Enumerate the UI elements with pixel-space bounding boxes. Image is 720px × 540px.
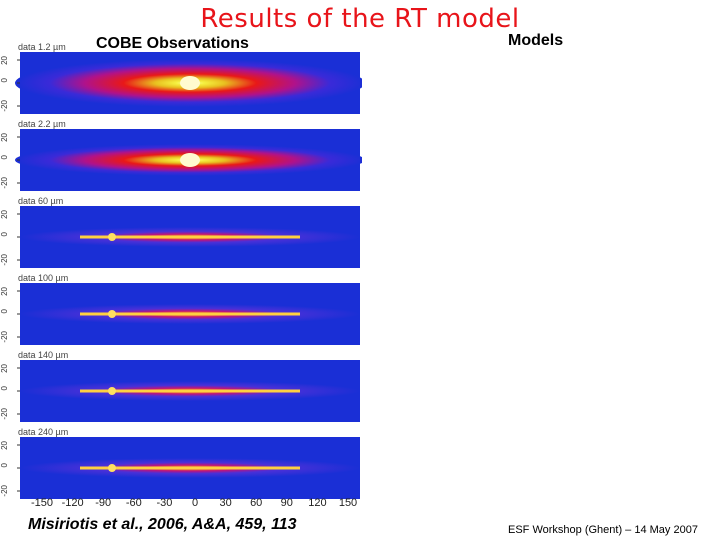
x-tick-label: -150	[30, 497, 54, 509]
panel-label: data 60 µm	[16, 196, 66, 206]
x-tick-label: 0	[191, 497, 199, 509]
longitude-axis: -150 -120 -90 -60 -30 0 30 60 90 120 150	[30, 497, 360, 511]
panel-label: data 100 µm	[16, 273, 71, 283]
x-tick-label: -120	[61, 497, 84, 509]
sky-map-panel: data 2.2 µm 20 0 -20	[0, 119, 362, 196]
sky-map-image	[17, 360, 360, 422]
x-tick-label: 120	[308, 497, 327, 509]
galactic-bulge	[180, 153, 200, 167]
y-tick-label: 20	[0, 364, 9, 373]
y-tick-label: 0	[0, 232, 9, 237]
sky-map-panel: data 60 µm 20 0 -20	[0, 196, 362, 273]
panel-label: data 140 µm	[16, 350, 71, 360]
y-tick-label: -20	[0, 331, 9, 343]
y-tick-label: 0	[0, 463, 9, 468]
sky-map-image	[15, 52, 362, 114]
bright-region	[108, 464, 116, 472]
y-tick-label: 20	[0, 210, 9, 219]
sky-map-panel: data 100 µm 20 0 -20	[0, 273, 362, 350]
x-tick-label: -90	[95, 497, 112, 509]
bright-region	[108, 310, 116, 318]
y-tick-label: 0	[0, 386, 9, 391]
models-heading: Models	[508, 32, 564, 49]
panel-label: data 2.2 µm	[16, 119, 68, 129]
x-tick-label: 90	[280, 497, 293, 509]
sky-map-image	[15, 129, 362, 191]
sky-map-panel: data 240 µm 20 0 -20	[0, 427, 362, 504]
galactic-plane-ridge	[80, 235, 300, 239]
y-tick-label: 20	[0, 287, 9, 296]
y-tick-label: 0	[0, 155, 9, 160]
sky-map-panel: data 1.2 µm 20 0 -20	[0, 42, 362, 119]
y-tick-label: 0	[0, 78, 9, 83]
y-tick-label: -20	[0, 408, 9, 420]
galactic-plane-ridge	[80, 312, 300, 316]
galactic-plane-ridge	[80, 389, 300, 393]
x-tick-label: 60	[250, 497, 263, 509]
bright-region	[108, 387, 116, 395]
bright-region	[108, 233, 116, 241]
y-tick-label: 20	[0, 56, 9, 65]
y-tick-label: -20	[0, 177, 9, 189]
panel-label: data 240 µm	[16, 427, 71, 437]
x-tick-label: 30	[219, 497, 232, 509]
sky-map-image	[17, 437, 360, 499]
slide-title: Results of the RT model	[200, 4, 520, 34]
galactic-bulge	[180, 76, 200, 90]
x-tick-label: 150	[338, 497, 358, 509]
x-tick-label: -60	[125, 497, 142, 509]
panel-label: data 1.2 µm	[16, 42, 68, 52]
observations-heading: COBE Observations	[96, 35, 249, 52]
y-tick-label: 20	[0, 441, 9, 450]
sky-map-image	[17, 206, 360, 268]
sky-map-panel: data 140 µm 20 0 -20	[0, 350, 362, 427]
galactic-plane-ridge	[80, 466, 300, 470]
citation: Misiriotis et al., 2006, A&A, 459, 113	[28, 516, 297, 533]
x-tick-label: -30	[156, 497, 173, 509]
y-tick-label: -20	[0, 254, 9, 266]
cobe-panel-stack: data 1.2 µm 20 0 -20 data 2.2 µm 20 0 -20 data 6…	[0, 40, 362, 510]
sky-map-image	[17, 283, 360, 345]
y-tick-label: 20	[0, 133, 9, 142]
y-tick-label: -20	[0, 100, 9, 112]
footer-text: ESF Workshop (Ghent) – 14 May 2007	[508, 524, 698, 536]
y-tick-label: -20	[0, 485, 9, 497]
y-tick-label: 0	[0, 309, 9, 314]
